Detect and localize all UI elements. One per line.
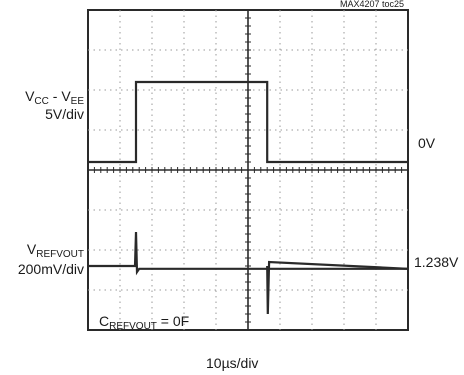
channel1-label: VCC - VEE xyxy=(25,88,84,107)
channel2-scale: 200mV/div xyxy=(17,261,84,277)
vrefvout-glitch-trace xyxy=(266,260,409,315)
capacitance-annotation: CREFVOUT = 0F xyxy=(99,313,190,332)
figure-id: MAX4207 toc25 xyxy=(340,0,405,9)
vrefvout-trace xyxy=(88,231,408,276)
channel2-label: VREFVOUT xyxy=(26,241,84,260)
channel1-scale: 5V/div xyxy=(45,106,84,122)
time-scale-label: 10µs/div xyxy=(206,355,259,371)
channel1-ref-label: 0V xyxy=(418,135,436,151)
channel2-ref-label: 1.238V xyxy=(414,254,459,270)
vcc-vee-trace xyxy=(88,80,408,164)
